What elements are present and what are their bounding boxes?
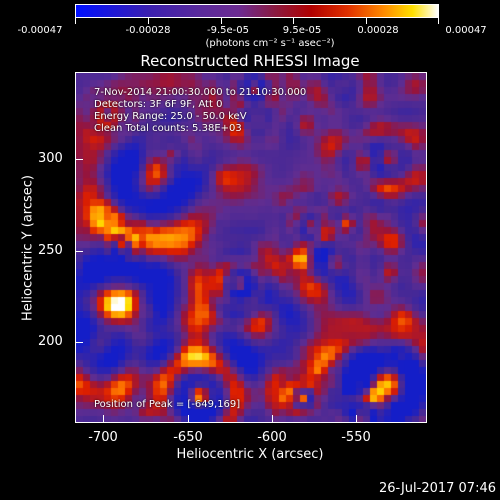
colorbar-label: -0.00047 [17,25,63,36]
x-tick-label: -700 [88,430,118,445]
x-tick [188,415,189,422]
colorbar-label: 0.00028 [357,25,399,36]
colorbar-units: (photons cm⁻² s⁻¹ asec⁻²) [205,38,335,49]
info-detectors: Detectors: 3F 6F 9F, Att 0 [94,99,223,110]
y-tick-label: 300 [38,151,63,166]
x-tick-label: -650 [173,430,203,445]
info-energy: Energy Range: 25.0 - 50.0 keV [94,111,247,122]
y-tick [76,342,83,343]
y-tick-label: 200 [38,334,63,349]
x-tick-label: -550 [341,430,371,445]
x-tick [272,415,273,422]
colorbar-tick [366,18,367,24]
colorbar-tick [148,18,149,24]
colorbar [75,4,439,18]
image-plot: 7-Nov-2014 21:00:30.000 to 21:10:30.000 … [75,72,427,423]
y-tick [76,159,83,160]
colorbar-label: -0.00028 [125,25,171,36]
peak-position: Position of Peak = [-649,169] [94,399,241,410]
colorbar-tick [75,18,76,24]
colorbar-label: 9.5e-05 [282,25,322,36]
y-axis-label: Heliocentric Y (arcsec) [20,175,36,321]
x-tick [103,415,104,422]
colorbar-gradient [75,4,439,18]
x-tick-label: -600 [257,430,287,445]
colorbar-tick [438,18,439,24]
x-tick [356,415,357,422]
date-stamp: 26-Jul-2017 07:46 [378,481,496,496]
x-axis-label: Heliocentric X (arcsec) [176,447,324,462]
colorbar-tick [221,18,222,24]
y-tick [76,251,83,252]
info-counts: Clean Total counts: 5.38E+03 [94,123,242,134]
colorbar-tick [293,18,294,24]
colorbar-label: -9.5e-05 [207,25,249,36]
info-time: 7-Nov-2014 21:00:30.000 to 21:10:30.000 [94,87,307,98]
image-title: Reconstructed RHESSI Image [140,52,360,70]
colorbar-label: 0.00047 [445,25,487,36]
y-tick-label: 250 [38,243,63,258]
rhessi-image [76,73,426,422]
